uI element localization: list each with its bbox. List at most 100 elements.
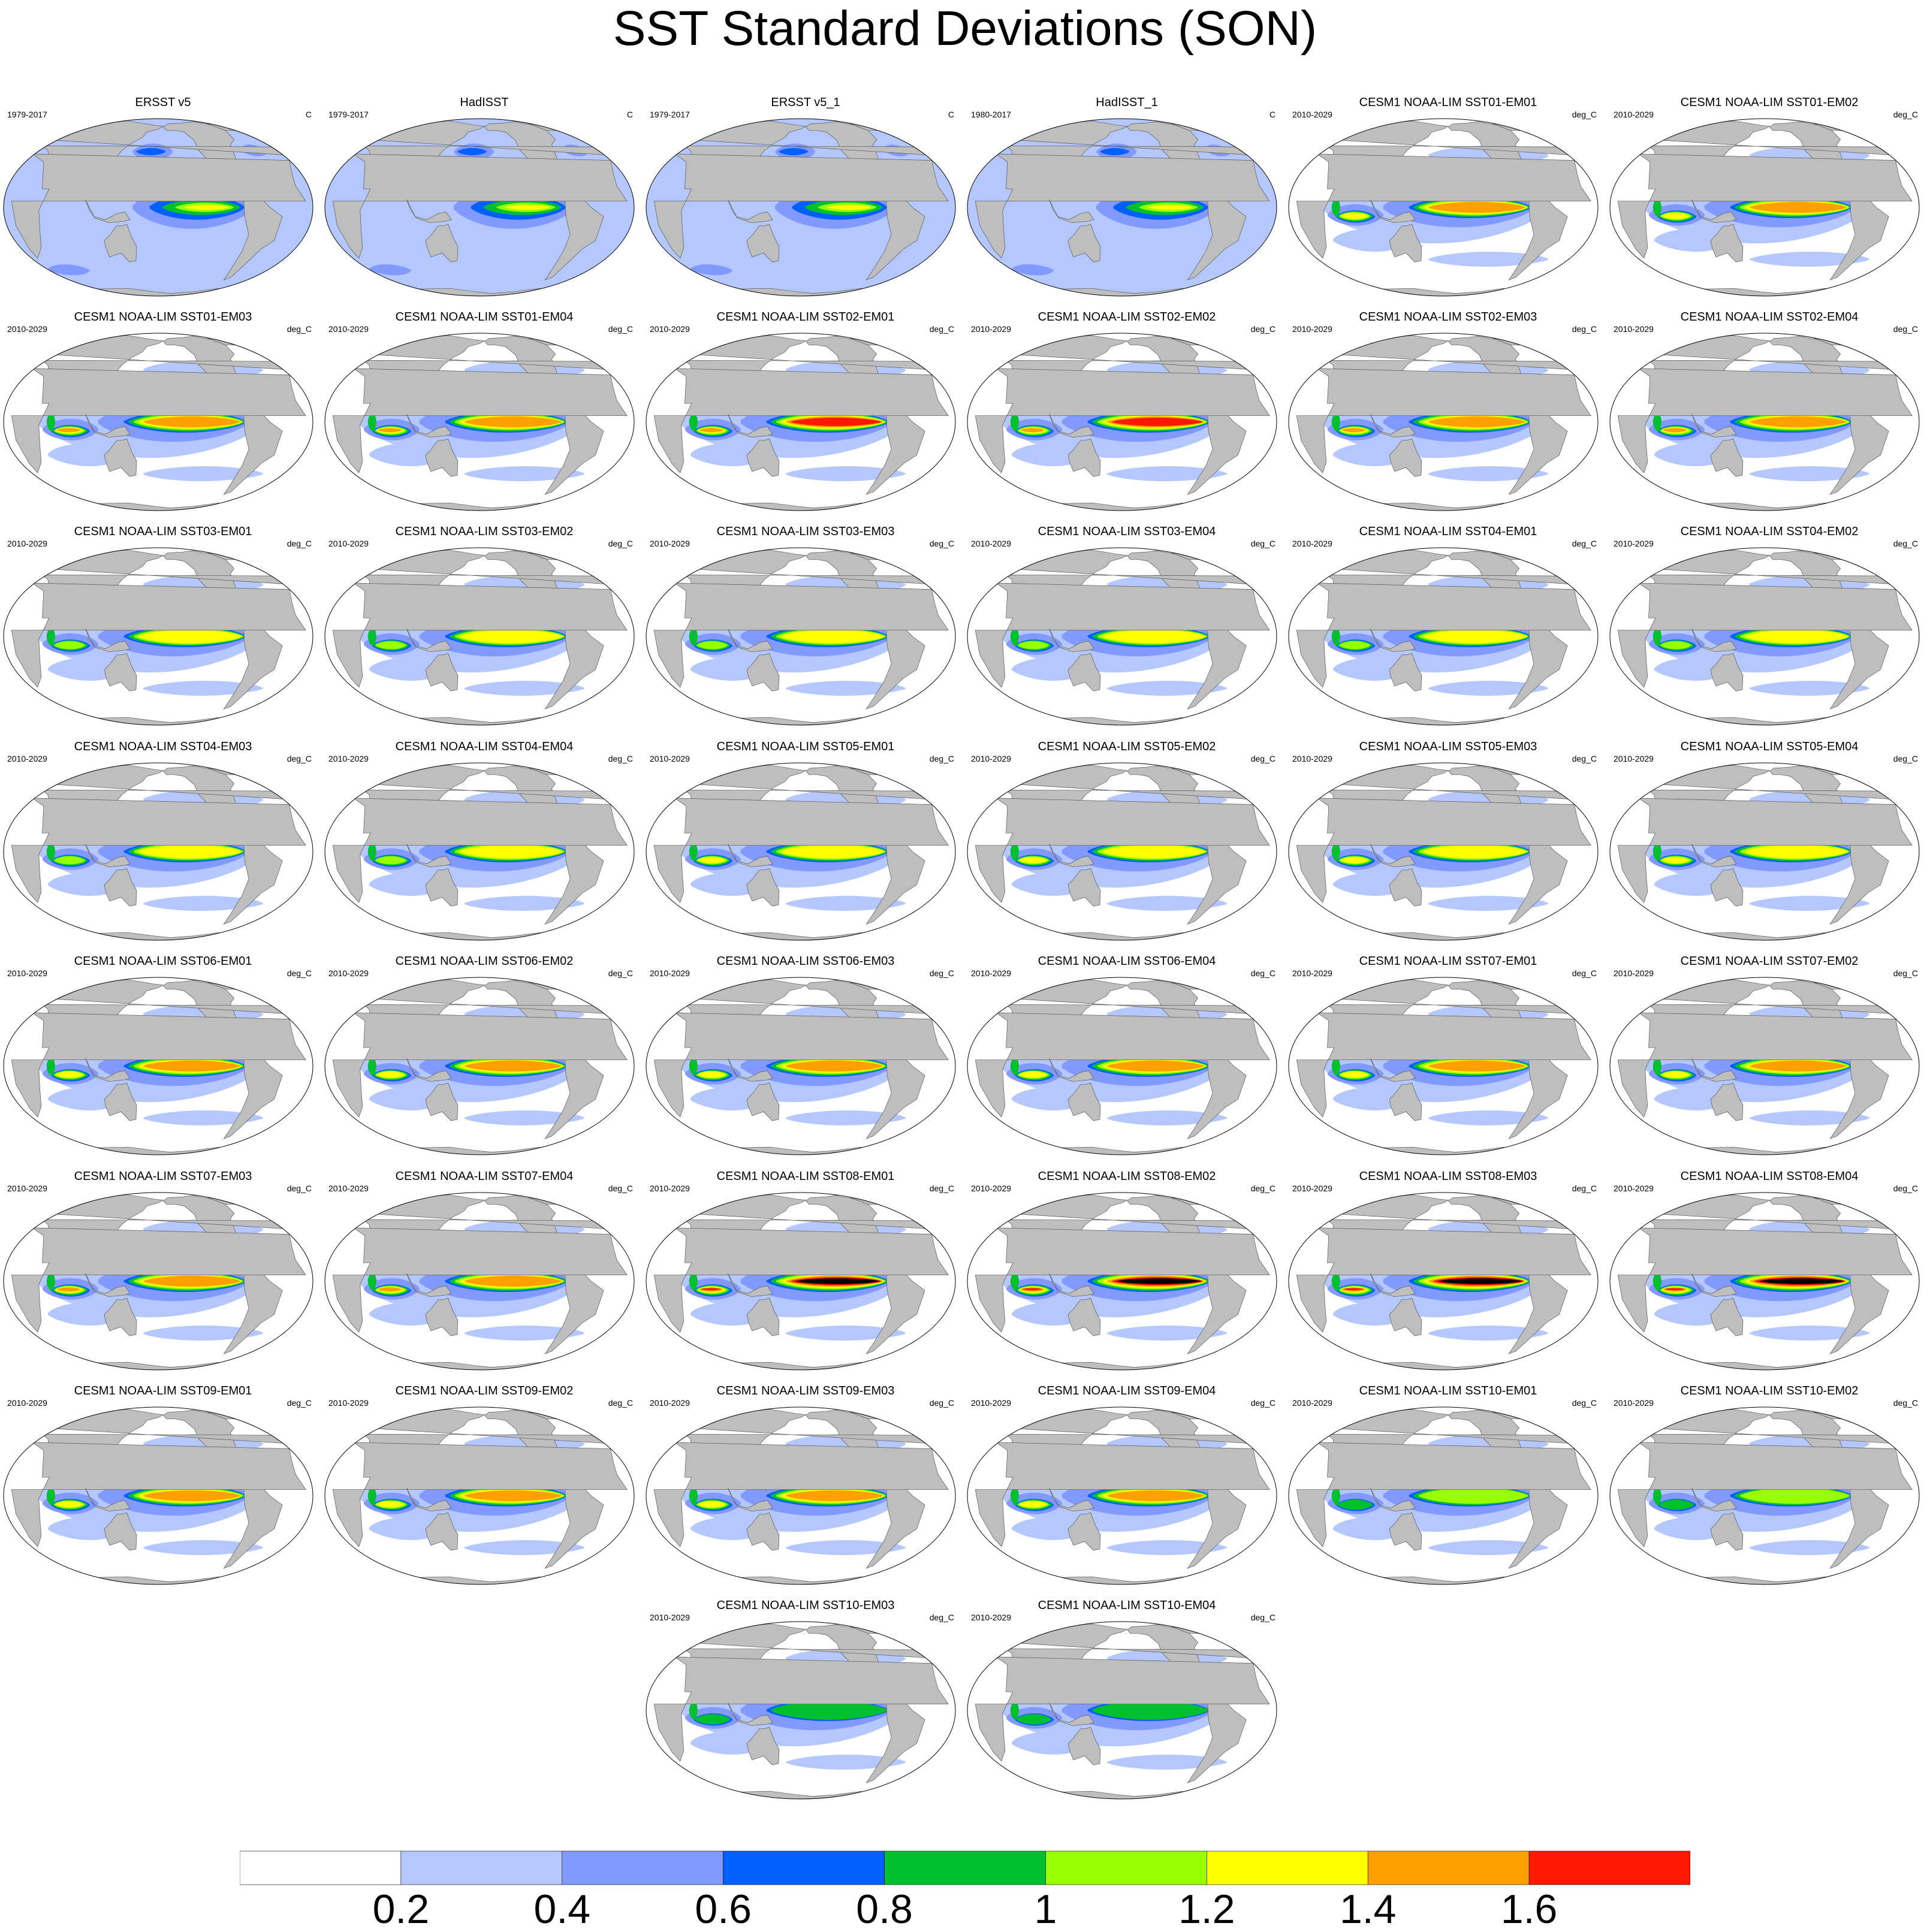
sst-contour (1419, 1487, 1528, 1504)
panel-period: 2010-2029 (328, 324, 369, 334)
panel-title: CESM1 NOAA-LIM SST03-EM01 (74, 525, 252, 538)
map-border (324, 547, 635, 726)
panel-units: deg_C (1250, 1398, 1275, 1408)
map-panel: CESM1 NOAA-LIM SST06-EM01 2010-2029 deg_C (2, 953, 324, 1167)
sst-contour (376, 1071, 405, 1078)
land-australia (104, 1297, 137, 1336)
sst-map (324, 977, 635, 1155)
panel-title: CESM1 NOAA-LIM SST07-EM01 (1359, 955, 1537, 968)
panel-period: 2010-2029 (971, 324, 1011, 334)
map-border (1609, 333, 1920, 511)
panel-period: 2010-2029 (328, 754, 369, 763)
map-border (967, 1192, 1277, 1370)
map-panel: CESM1 NOAA-LIM SST01-EM01 2010-2029 deg_C (1287, 95, 1609, 308)
sst-contour (1019, 1071, 1047, 1078)
land-africa (1296, 1442, 1591, 1547)
sst-contour (1750, 416, 1847, 428)
map-panel: CESM1 NOAA-LIM SST03-EM01 2010-2029 deg_C (2, 524, 324, 737)
land-australia (1389, 1512, 1422, 1551)
map-border (646, 333, 956, 511)
sst-contour (1107, 681, 1228, 696)
land-australia (1389, 653, 1422, 692)
panel-units: deg_C (1893, 324, 1918, 334)
sst-map (1609, 1192, 1920, 1370)
land-maritime-continent (728, 843, 773, 868)
sst-contour (1022, 1288, 1042, 1290)
land-africa (1617, 1442, 1913, 1547)
figure-title: SST Standard Deviations (SON) (613, 1, 1317, 56)
land-australia (1710, 438, 1744, 477)
sst-contour (695, 1714, 730, 1725)
panel-title: CESM1 NOAA-LIM SST06-EM02 (395, 955, 574, 968)
panel-title: ERSST v5_1 (771, 96, 840, 109)
land-africa (11, 153, 306, 259)
panel-units: deg_C (1572, 324, 1597, 334)
panel-units: deg_C (1893, 754, 1918, 763)
map-border (1609, 762, 1920, 941)
sst-contour (505, 204, 550, 210)
land-africa (653, 368, 949, 473)
sst-map (646, 118, 956, 297)
sst-contour (1340, 1071, 1368, 1078)
map-border (646, 977, 956, 1155)
sst-contour (465, 681, 585, 696)
sst-contour (1020, 428, 1045, 433)
land-australia (746, 1726, 780, 1765)
map-border (3, 333, 313, 511)
map-border (967, 1406, 1277, 1585)
land-australia (104, 1512, 137, 1551)
colorbar-swatch (400, 1851, 563, 1885)
sst-contour (699, 428, 723, 433)
panel-title: CESM1 NOAA-LIM SST04-EM01 (1359, 525, 1537, 538)
panel-units: deg_C (929, 1184, 954, 1193)
sst-map (1288, 1406, 1599, 1585)
sst-map (3, 547, 313, 726)
land-maritime-continent (1370, 413, 1416, 438)
panel-units: deg_C (1893, 1184, 1918, 1193)
colorbar-tick-label: 0.2 (372, 1886, 430, 1932)
panel-period: 2010-2029 (650, 968, 690, 978)
land-australia (1067, 1512, 1101, 1551)
sst-contour (143, 1540, 264, 1555)
panel-title: CESM1 NOAA-LIM SST08-EM02 (1038, 1170, 1216, 1183)
land-maritime-continent (406, 1058, 452, 1082)
map-border (3, 547, 313, 726)
panel-title: CESM1 NOAA-LIM SST10-EM02 (1680, 1384, 1859, 1397)
panel-period: 2010-2029 (971, 1184, 1011, 1193)
colorbar-swatch (1528, 1851, 1690, 1885)
sst-contour (1018, 641, 1050, 650)
sst-contour (1750, 1326, 1870, 1341)
sst-contour (1011, 264, 1054, 276)
panel-units: deg_C (287, 1398, 312, 1408)
map-panel: CESM1 NOAA-LIM SST09-EM03 2010-2029 deg_C (645, 1383, 966, 1596)
land-africa (1617, 153, 1913, 259)
sst-contour (1661, 213, 1690, 219)
map-border (1609, 1406, 1920, 1585)
colorbar-swatch (723, 1851, 885, 1885)
sst-map (1609, 333, 1920, 511)
sst-contour (1438, 1278, 1522, 1284)
panel-units: deg_C (1250, 1613, 1275, 1622)
panel-period: 2010-2029 (650, 1398, 690, 1408)
sst-contour (1652, 1272, 1661, 1291)
sst-contour (1652, 842, 1661, 861)
sst-contour (1660, 641, 1692, 650)
map-panel: CESM1 NOAA-LIM SST01-EM02 2010-2029 deg_C (1609, 95, 1930, 308)
map-panel: CESM1 NOAA-LIM SST02-EM03 2010-2029 deg_C (1287, 309, 1609, 523)
land-maritime-continent (728, 628, 773, 653)
map-border (1288, 118, 1599, 297)
sst-contour (1750, 252, 1870, 267)
land-australia (746, 653, 780, 692)
sst-map (967, 977, 1277, 1155)
map-panel: CESM1 NOAA-LIM SST03-EM03 2010-2029 deg_C (645, 524, 966, 737)
land-maritime-continent (728, 1058, 773, 1082)
map-border (646, 547, 956, 726)
land-africa (653, 582, 949, 688)
sst-contour (1107, 1490, 1204, 1502)
sst-contour (689, 1486, 698, 1505)
sst-contour (1652, 198, 1661, 217)
sst-contour (1010, 1272, 1019, 1291)
land-africa (11, 1442, 306, 1547)
land-australia (746, 1512, 780, 1551)
map-panel: CESM1 NOAA-LIM SST07-EM03 2010-2029 deg_C (2, 1169, 324, 1382)
